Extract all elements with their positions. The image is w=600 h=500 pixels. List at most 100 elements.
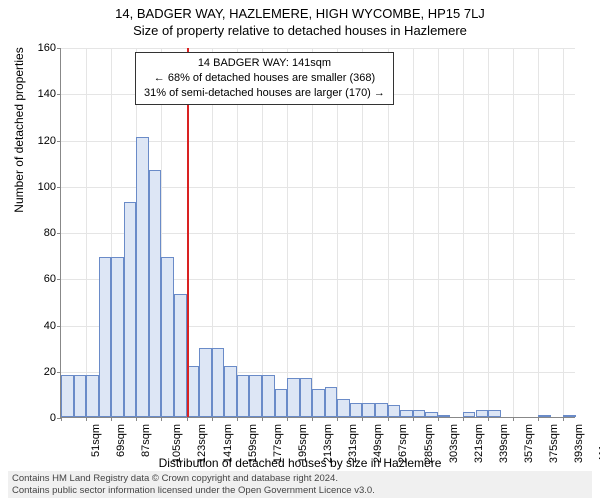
x-tick-label: 393sqm <box>573 424 585 463</box>
histogram-bar <box>74 375 87 417</box>
histogram-bar <box>463 412 476 417</box>
grid-line-v <box>538 48 539 417</box>
y-tick-mark <box>57 233 61 234</box>
histogram-bar <box>262 375 275 417</box>
histogram-bar <box>538 415 551 417</box>
y-tick-label: 80 <box>16 227 56 239</box>
histogram-bar <box>149 170 162 417</box>
histogram-bar <box>350 403 363 417</box>
callout-box: 14 BADGER WAY: 141sqm ← 68% of detached … <box>135 52 394 105</box>
histogram-bar <box>476 410 489 417</box>
sub-title: Size of property relative to detached ho… <box>0 21 600 38</box>
histogram-bar <box>300 378 313 417</box>
x-tick-mark <box>413 417 414 421</box>
histogram-bar <box>312 389 325 417</box>
histogram-bar <box>161 257 174 417</box>
y-tick-label: 100 <box>16 181 56 193</box>
callout-line-2: ← 68% of detached houses are smaller (36… <box>144 71 385 86</box>
x-tick-label: 195sqm <box>297 424 309 463</box>
footer-attribution: Contains HM Land Registry data © Crown c… <box>8 471 592 498</box>
y-tick-mark <box>57 94 61 95</box>
grid-line-v <box>438 48 439 417</box>
x-tick-label: 177sqm <box>272 424 284 463</box>
x-tick-label: 213sqm <box>322 424 334 463</box>
histogram-bar <box>425 412 438 417</box>
histogram-bar <box>249 375 262 417</box>
histogram-bar <box>287 378 300 417</box>
grid-line-v <box>463 48 464 417</box>
x-tick-label: 339sqm <box>498 424 510 463</box>
x-tick-label: 321sqm <box>473 424 485 463</box>
main-title: 14, BADGER WAY, HAZLEMERE, HIGH WYCOMBE,… <box>0 0 600 21</box>
x-tick-label: 51sqm <box>90 424 102 457</box>
y-tick-mark <box>57 187 61 188</box>
callout-line-1: 14 BADGER WAY: 141sqm <box>144 56 385 71</box>
x-tick-mark <box>463 417 464 421</box>
histogram-bar <box>388 405 401 417</box>
histogram-bar <box>61 375 74 417</box>
y-tick-mark <box>57 48 61 49</box>
x-tick-label: 105sqm <box>172 424 184 463</box>
x-tick-label: 159sqm <box>247 424 259 463</box>
x-tick-label: 303sqm <box>448 424 460 463</box>
histogram-bar <box>438 415 451 417</box>
x-tick-mark <box>136 417 137 421</box>
histogram-bar <box>136 137 149 417</box>
x-tick-mark <box>513 417 514 421</box>
histogram-bar <box>337 399 350 418</box>
x-tick-mark <box>337 417 338 421</box>
x-tick-label: 231sqm <box>347 424 359 463</box>
y-tick-label: 40 <box>16 320 56 332</box>
y-tick-label: 60 <box>16 273 56 285</box>
x-tick-mark <box>61 417 62 421</box>
y-tick-label: 0 <box>16 412 56 424</box>
histogram-bar <box>375 403 388 417</box>
histogram-bar <box>199 348 212 417</box>
footer-line-1: Contains HM Land Registry data © Crown c… <box>12 473 588 484</box>
histogram-bar <box>275 389 288 417</box>
x-tick-mark <box>187 417 188 421</box>
y-tick-label: 140 <box>16 88 56 100</box>
x-tick-mark <box>86 417 87 421</box>
x-tick-label: 141sqm <box>222 424 234 463</box>
grid-line-v <box>513 48 514 417</box>
histogram-bar <box>124 202 137 417</box>
y-tick-label: 120 <box>16 135 56 147</box>
grid-line-v <box>488 48 489 417</box>
histogram-bar <box>237 375 250 417</box>
x-tick-mark <box>362 417 363 421</box>
grid-line-h <box>61 48 575 49</box>
x-tick-label: 69sqm <box>115 424 127 457</box>
histogram-bar <box>224 366 237 417</box>
x-tick-mark <box>538 417 539 421</box>
x-tick-label: 249sqm <box>372 424 384 463</box>
x-tick-label: 285sqm <box>423 424 435 463</box>
x-tick-mark <box>111 417 112 421</box>
x-tick-label: 87sqm <box>140 424 152 457</box>
histogram-bar <box>563 415 576 417</box>
histogram-bar <box>99 257 112 417</box>
x-tick-label: 123sqm <box>197 424 209 463</box>
y-tick-mark <box>57 279 61 280</box>
y-axis-label: Number of detached properties <box>12 30 26 230</box>
x-tick-mark <box>237 417 238 421</box>
callout-line-3: 31% of semi-detached houses are larger (… <box>144 86 385 101</box>
grid-line-v <box>413 48 414 417</box>
footer-line-2: Contains public sector information licen… <box>12 485 588 496</box>
y-tick-label: 20 <box>16 366 56 378</box>
y-tick-mark <box>57 326 61 327</box>
x-tick-mark <box>287 417 288 421</box>
x-tick-label: 357sqm <box>523 424 535 463</box>
x-tick-mark <box>161 417 162 421</box>
histogram-bar <box>212 348 225 417</box>
histogram-bar <box>325 387 338 417</box>
x-tick-mark <box>262 417 263 421</box>
histogram-bar <box>362 403 375 417</box>
x-tick-mark <box>438 417 439 421</box>
y-tick-mark <box>57 372 61 373</box>
histogram-bar <box>488 410 501 417</box>
x-tick-label: 375sqm <box>548 424 560 463</box>
histogram-bar <box>413 410 426 417</box>
x-tick-mark <box>388 417 389 421</box>
y-tick-mark <box>57 141 61 142</box>
